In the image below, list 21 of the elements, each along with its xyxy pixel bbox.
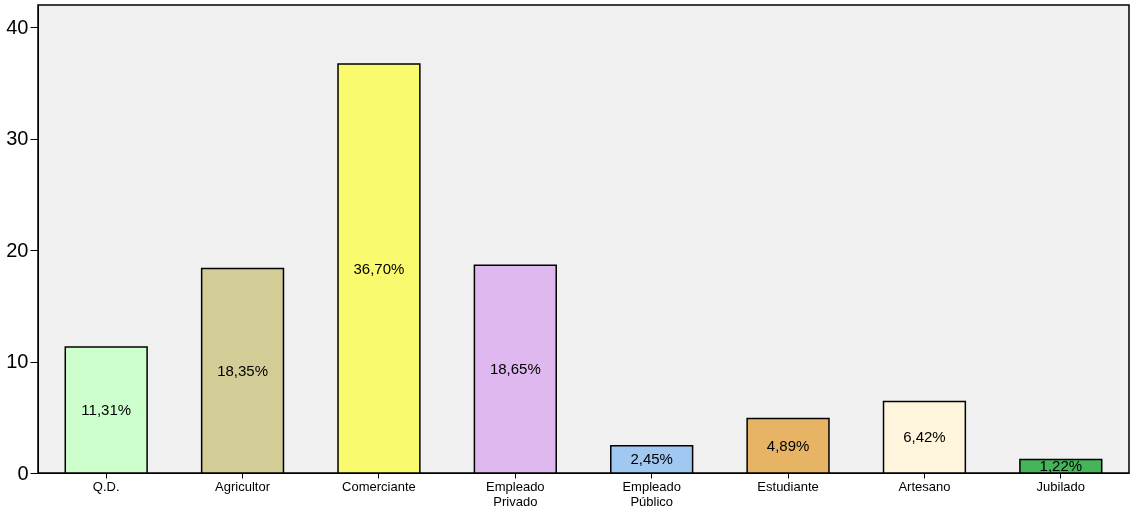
y-tick-label: 20: [6, 238, 29, 261]
x-tick-label: Jubilado: [1036, 478, 1086, 494]
data-label: 2,45%: [630, 450, 673, 468]
x-tick-label: Q.D.: [92, 478, 120, 494]
x-tick-label: Estudiante: [757, 478, 819, 494]
data-label: 18,65%: [489, 360, 541, 378]
data-label: 1,22%: [1039, 457, 1083, 475]
x-tick-label: Empleado Público: [622, 478, 681, 509]
data-label: 11,31%: [81, 400, 132, 418]
y-tick-label: 30: [6, 127, 29, 150]
x-tick-label: Agricultor: [215, 478, 271, 494]
data-label: 18,35%: [217, 361, 268, 379]
y-tick-label: 0: [17, 461, 29, 484]
x-tick-label: Empleado Privado: [486, 478, 545, 509]
data-label: 6,42%: [903, 428, 946, 446]
x-tick-label: Artesano: [898, 478, 951, 494]
y-tick-label: 10: [6, 350, 29, 373]
x-tick-label: Comerciante: [342, 478, 416, 494]
y-tick-label: 40: [6, 15, 29, 38]
data-label: 4,89%: [766, 436, 810, 454]
data-label: 36,70%: [353, 259, 405, 277]
